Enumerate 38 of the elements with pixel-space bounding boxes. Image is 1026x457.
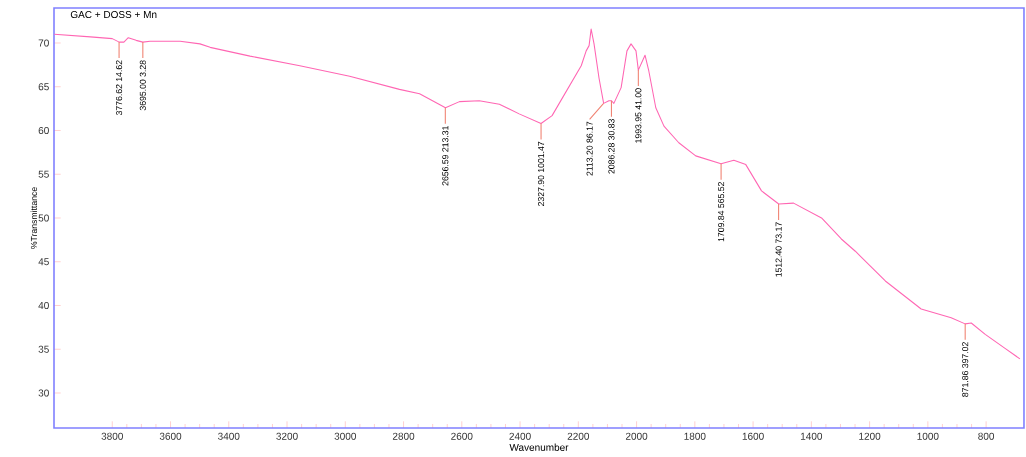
x-tick-label: 3600 <box>159 432 182 440</box>
x-tick-label: 800 <box>978 432 995 440</box>
x-tick-label: 3000 <box>334 432 357 440</box>
x-axis-title: Wavenumber <box>509 443 569 451</box>
x-tick-label: 2000 <box>625 432 648 440</box>
x-tick-label: 1200 <box>859 432 881 440</box>
annotation: 1993.95 41.00 <box>635 88 642 143</box>
y-tick-label: 65 <box>38 83 49 91</box>
annotation: 2327.90 1001.47 <box>538 141 545 206</box>
annotation: 2113.20 86.17 <box>586 121 593 176</box>
x-tick-label: 2600 <box>451 432 473 440</box>
x-tick-label: 1000 <box>917 432 939 440</box>
x-tick-label: 3200 <box>276 432 298 440</box>
y-tick-label: 30 <box>38 389 49 397</box>
x-tick-label: 1800 <box>684 432 706 440</box>
y-tick-label: 60 <box>38 126 49 135</box>
y-tick-label: 70 <box>38 39 49 47</box>
x-tick-label: 1400 <box>800 432 823 440</box>
annotation: 3776.62 14.62 <box>116 60 123 116</box>
y-tick-label: 35 <box>38 345 49 353</box>
annotation: 3695.00 3.28 <box>139 60 146 111</box>
x-tick-label: 2200 <box>567 432 590 440</box>
y-tick-label: 50 <box>38 214 49 222</box>
chart-title: GAC + DOSS + Mn <box>70 11 157 19</box>
annotation: 871.86 397.02 <box>962 342 969 397</box>
y-axis-title: %Transmittance <box>30 187 38 249</box>
y-tick-label: 55 <box>38 170 49 178</box>
annotation: 1709.84 565.52 <box>718 182 725 242</box>
annotation: 2086.28 30.83 <box>608 119 615 174</box>
annotation: 1512.40 73.17 <box>775 222 782 277</box>
x-tick-label: 1600 <box>742 432 764 440</box>
x-tick-label: 3800 <box>101 432 123 440</box>
annotation: 2656.59 213.31 <box>442 126 449 186</box>
y-tick-label: 40 <box>38 301 49 310</box>
y-tick-label: 45 <box>38 258 49 266</box>
x-tick-label: 2400 <box>509 432 531 440</box>
x-tick-label: 2800 <box>392 432 415 440</box>
x-tick-label: 3400 <box>218 432 240 440</box>
